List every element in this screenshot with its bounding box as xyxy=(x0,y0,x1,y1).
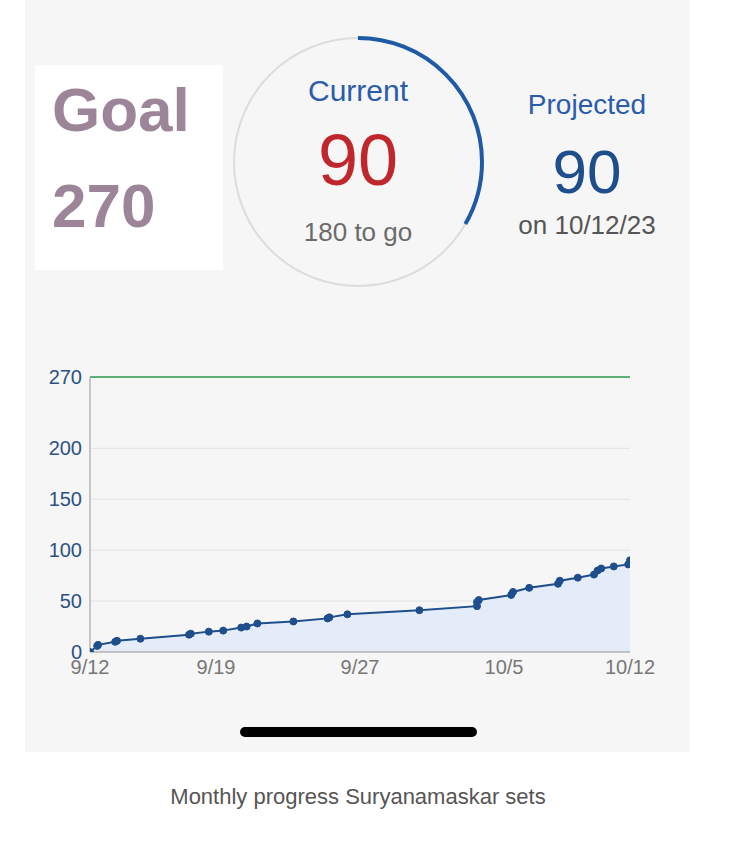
html-text:90: 90 xyxy=(552,137,622,206)
html-text:Monthly progress Suryanamaskar: Monthly progress Suryanamaskar sets xyxy=(170,784,546,809)
svg-text:10/5: 10/5 xyxy=(485,656,524,678)
html-text:Current: Current xyxy=(308,74,408,107)
svg-text:9/12: 9/12 xyxy=(70,656,110,679)
svg-text:9/19: 9/19 xyxy=(197,656,236,678)
svg-text:50: 50 xyxy=(60,590,82,612)
svg-text:100: 100 xyxy=(49,539,82,561)
svg-text:9/27: 9/27 xyxy=(341,656,380,678)
svg-text:150: 150 xyxy=(49,488,82,510)
html-text:on 10/12/23: on 10/12/23 xyxy=(518,210,656,240)
svg-text:0: 0 xyxy=(71,641,82,663)
svg-text:270: 270 xyxy=(49,366,82,388)
html-text:180 to go: 180 to go xyxy=(303,217,413,247)
html-text:Goal: Goal xyxy=(52,75,190,144)
html-text:90: 90 xyxy=(318,120,398,200)
svg-text:200: 200 xyxy=(49,437,82,459)
html-text:270: 270 xyxy=(52,171,156,240)
html-text:Projected: Projected xyxy=(527,89,647,120)
svg-text:10/12: 10/12 xyxy=(605,656,655,678)
